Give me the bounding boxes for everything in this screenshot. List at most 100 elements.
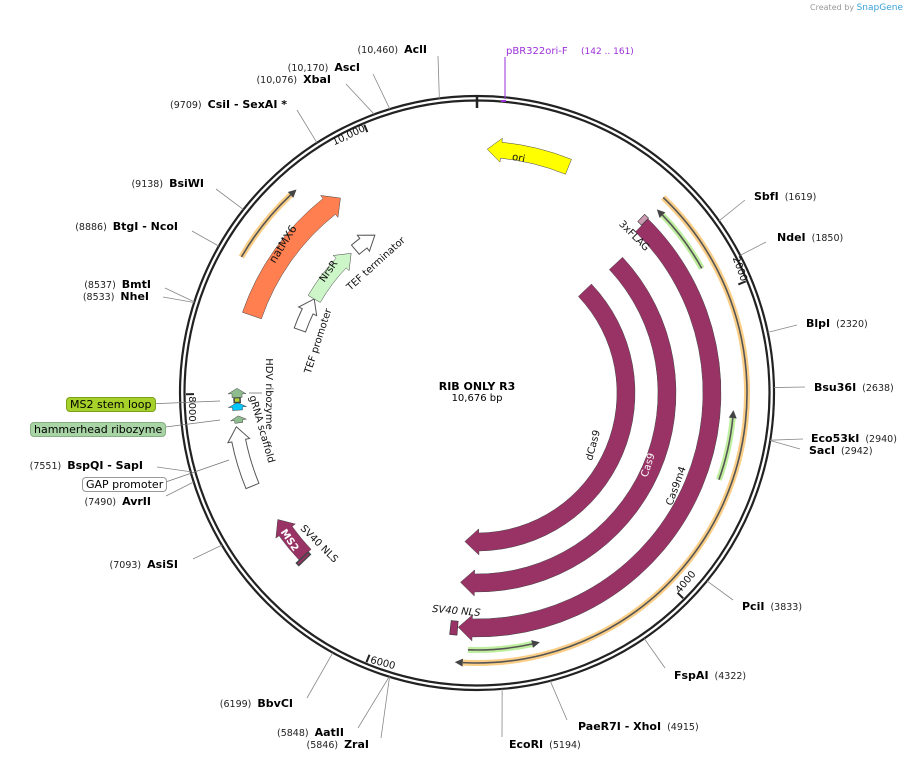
enzyme-leader-line [191,230,220,247]
feature-ms2-nls[interactable] [295,551,312,567]
enzyme-leader-line [192,544,223,560]
enzyme-position: (4915) [667,722,699,733]
feature-shape [449,620,459,636]
enzyme-site-pcii[interactable]: PciI (3833) [736,601,802,614]
enzyme-position: (10,460) [357,45,399,56]
feature-natmx6[interactable] [242,195,341,320]
ms2-stem-loop-leader [147,400,221,405]
enzyme-name: NdeI [777,231,806,244]
feature-orange-cds[interactable] [454,195,750,667]
enzyme-site-eco53ki[interactable]: Eco53kI (2940) [805,433,897,446]
feature-ms2[interactable] [275,519,312,561]
enzyme-leader-line [739,241,767,256]
enzyme-site-sbfi[interactable]: SbfI (1619) [748,191,816,204]
enzyme-leader-line [296,109,318,144]
enzyme-site-avrii[interactable]: (7490) AvrII [85,496,158,509]
arrowhead-icon [454,658,463,667]
enzyme-site-ndei[interactable]: NdeI (1850) [771,232,843,245]
tick-mark [365,654,371,663]
feature-cas9m4[interactable] [457,218,722,642]
enzyme-site-bmti[interactable]: (8537) BmtI [84,279,157,292]
enzyme-site-paer7i[interactable]: PaeR7I - XhoI (4915) [572,721,699,734]
enzyme-leader-line [156,466,191,473]
tick-label-8000: 8000 [186,396,197,421]
enzyme-site-fspai[interactable]: FspAI (4322) [668,670,746,683]
enzyme-position: (9138) [131,179,164,190]
enzyme-site-xbai[interactable]: (10,076) XbaI [256,74,337,87]
feature-green-3[interactable] [467,640,540,653]
enzyme-site-aatii[interactable]: (5848) AatII [277,727,350,740]
enzyme-site-asci[interactable]: (10,170) AscI [288,62,366,75]
feature-arrow [457,218,722,642]
feature-hdv[interactable] [227,388,247,398]
enzyme-site-acli[interactable]: (10,460) AclI [357,44,433,57]
enzyme-leader-line [345,83,375,115]
enzyme-site-asisi[interactable]: (7093) AsiSI [110,559,184,572]
credit-prefix: Created by [810,3,855,12]
enzyme-position: (8537) [84,280,116,291]
feature-hh[interactable] [230,415,247,424]
feature-cas9[interactable] [460,256,677,597]
enzyme-name: BsiWI [169,177,204,190]
enzyme-leader-line [380,676,390,739]
enzyme-position: (2320) [836,319,868,330]
enzyme-site-ecori[interactable]: EcoRI (5194) [503,739,581,752]
enzyme-position: (2638) [862,383,894,394]
enzyme-name: BtgI - NcoI [112,220,178,233]
enzyme-leader-line [770,440,801,450]
gap-promoter-box[interactable]: GAP promoter [82,477,168,492]
features-layer [226,137,750,667]
feature-ori[interactable] [486,137,572,175]
feature-nrsr[interactable] [307,253,352,303]
primer-pbr322ori-f[interactable]: pBR322ori-F (142 .. 161) [501,46,634,102]
feature-teft[interactable] [350,234,376,255]
enzyme-site-csii[interactable]: (9709) CsiI - SexAI * [170,99,293,112]
enzyme-leader-line [437,55,440,99]
feature-shape [233,396,241,404]
enzyme-site-bsiwi[interactable]: (9138) BsiWI [131,178,210,191]
enzyme-site-blpi[interactable]: BlpI (2320) [800,318,868,331]
feature-green-2[interactable] [716,410,737,481]
feature-grna[interactable] [233,396,241,404]
feature-arrow [293,298,318,333]
feature-flag[interactable] [637,213,649,226]
feature-tefp[interactable] [293,298,318,333]
enzyme-name: BlpI [806,317,831,330]
tick-label-10000: 10,000 [331,123,367,148]
backbone [178,94,776,692]
enzyme-leader-line [357,676,390,729]
enzyme-name: SacI [809,444,835,457]
enzyme-name: PaeR7I - XhoI [578,720,662,733]
feature-green-1[interactable] [656,209,705,270]
tick-mark [363,124,369,133]
tick-label-2000: 2000 [730,255,749,283]
enzyme-name: ZraI [344,738,369,751]
enzyme-position: (9709) [170,100,202,111]
feature-ms2sl[interactable] [228,402,247,411]
feature-line [240,194,292,258]
enzyme-site-bsu36i[interactable]: Bsu36I (2638) [808,382,894,395]
enzyme-position: (8886) [75,222,107,233]
enzyme-site-bbvci[interactable]: (6199) BbvCI [220,698,299,711]
feature-dcas9[interactable] [464,283,636,556]
enzyme-site-zrai[interactable]: (5846) ZraI [306,739,375,752]
feature-arrow [350,234,376,255]
enzyme-leader-line [549,680,568,721]
enzyme-position: (5846) [306,740,339,751]
feature-sv40[interactable] [449,620,459,636]
feature-arrow [242,195,341,320]
hammerhead-ribozyme-box[interactable]: hammerhead ribozyme [30,422,167,437]
feature-orange-nat[interactable] [238,189,297,259]
enzyme-name: Eco53kI [811,432,860,445]
plasmid-name: RIB ONLY R3 [438,380,516,393]
feature-line [462,196,748,664]
ms2-stem-loop-box[interactable]: MS2 stem loop [66,397,156,412]
enzyme-name: CsiI - SexAI * [207,98,287,111]
feature-glow [716,417,736,481]
enzyme-site-saci[interactable]: SacI (2942) [803,445,873,458]
feature-gap[interactable] [226,425,260,490]
enzyme-site-nhei[interactable]: (8533) NheI [83,291,155,304]
enzyme-site-btgi[interactable]: (8886) BtgI - NcoI [75,221,184,234]
enzyme-name: BmtI [121,278,151,291]
enzyme-site-bspqi[interactable]: (7551) BspQI - SapI [30,460,149,473]
